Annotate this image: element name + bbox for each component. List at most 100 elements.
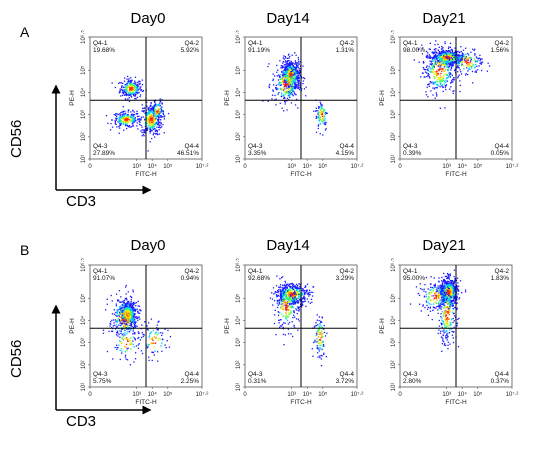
data-point bbox=[123, 114, 125, 116]
data-point bbox=[133, 308, 135, 310]
data-point bbox=[426, 54, 428, 56]
data-point bbox=[149, 141, 151, 143]
y-tick-label: 10⁴ bbox=[80, 315, 87, 325]
data-point bbox=[302, 77, 305, 79]
data-point bbox=[287, 333, 290, 335]
data-point bbox=[303, 292, 306, 294]
x-tick-label: 10⁵ bbox=[163, 391, 173, 398]
data-point bbox=[454, 288, 456, 291]
data-point bbox=[122, 90, 124, 92]
data-point bbox=[447, 77, 449, 79]
data-point bbox=[291, 296, 293, 298]
data-point bbox=[134, 333, 136, 335]
data-point bbox=[127, 310, 129, 312]
data-point bbox=[289, 298, 291, 300]
data-point bbox=[297, 82, 300, 84]
data-point bbox=[157, 108, 160, 110]
data-point bbox=[296, 286, 298, 288]
data-point bbox=[139, 309, 141, 312]
data-point bbox=[129, 339, 132, 342]
data-point bbox=[273, 300, 276, 302]
data-point bbox=[120, 95, 122, 97]
data-point bbox=[153, 346, 155, 348]
data-point bbox=[293, 68, 295, 70]
data-point bbox=[132, 120, 135, 122]
data-point bbox=[450, 49, 452, 51]
data-point bbox=[132, 89, 134, 92]
data-point bbox=[147, 109, 149, 111]
data-point bbox=[284, 295, 287, 297]
data-point bbox=[289, 285, 291, 287]
quadrant-label: Q4-1 bbox=[93, 268, 108, 275]
data-point bbox=[277, 294, 279, 296]
data-point bbox=[144, 130, 146, 132]
data-point bbox=[316, 333, 319, 336]
data-point bbox=[121, 117, 123, 119]
data-point bbox=[436, 95, 438, 97]
data-point bbox=[459, 69, 461, 71]
data-point bbox=[149, 126, 151, 128]
data-point bbox=[299, 286, 301, 288]
data-point bbox=[148, 356, 150, 358]
data-point bbox=[125, 325, 128, 327]
data-point bbox=[133, 301, 135, 303]
data-point bbox=[151, 120, 153, 122]
data-point bbox=[282, 289, 284, 291]
data-point bbox=[285, 286, 287, 288]
data-point bbox=[152, 329, 154, 332]
data-point bbox=[323, 110, 325, 112]
data-point bbox=[288, 308, 290, 311]
data-point bbox=[453, 56, 455, 58]
data-point bbox=[154, 107, 156, 109]
quadrant-value: 4.15% bbox=[336, 150, 355, 157]
data-point bbox=[139, 88, 141, 90]
data-point bbox=[450, 284, 453, 287]
data-point bbox=[286, 87, 288, 89]
data-point bbox=[290, 78, 292, 80]
data-point bbox=[301, 304, 303, 307]
data-point bbox=[119, 336, 121, 338]
data-point bbox=[158, 320, 160, 322]
data-point bbox=[439, 79, 441, 81]
data-point bbox=[121, 304, 123, 306]
data-point bbox=[113, 313, 116, 315]
data-point bbox=[124, 89, 126, 91]
data-point bbox=[298, 308, 300, 310]
data-point bbox=[436, 83, 438, 86]
data-point bbox=[298, 81, 300, 83]
data-point bbox=[131, 84, 133, 87]
data-point bbox=[429, 77, 431, 79]
data-point bbox=[441, 57, 443, 59]
data-point bbox=[321, 104, 323, 107]
data-point bbox=[169, 336, 172, 338]
data-point bbox=[155, 130, 157, 133]
data-point bbox=[429, 67, 431, 69]
data-point bbox=[321, 342, 323, 344]
data-point bbox=[453, 62, 456, 64]
data-point bbox=[102, 329, 105, 331]
data-point bbox=[448, 65, 450, 67]
data-point bbox=[125, 317, 127, 319]
data-point bbox=[133, 337, 136, 339]
data-point bbox=[124, 307, 126, 309]
data-point bbox=[291, 54, 293, 56]
data-point bbox=[123, 322, 125, 324]
data-point bbox=[448, 291, 450, 294]
data-point bbox=[293, 73, 296, 75]
data-point bbox=[457, 77, 459, 79]
data-point bbox=[146, 118, 148, 120]
data-point bbox=[290, 74, 292, 76]
data-point bbox=[301, 77, 303, 79]
data-point bbox=[129, 321, 131, 323]
data-point bbox=[301, 303, 304, 305]
data-point bbox=[319, 109, 321, 111]
data-point bbox=[440, 291, 442, 293]
data-point bbox=[466, 58, 468, 60]
data-point bbox=[161, 342, 163, 344]
data-point bbox=[437, 62, 439, 65]
data-point bbox=[141, 126, 143, 128]
data-point bbox=[287, 295, 289, 297]
data-point bbox=[445, 285, 447, 287]
data-point bbox=[452, 52, 454, 55]
data-point bbox=[122, 309, 124, 311]
